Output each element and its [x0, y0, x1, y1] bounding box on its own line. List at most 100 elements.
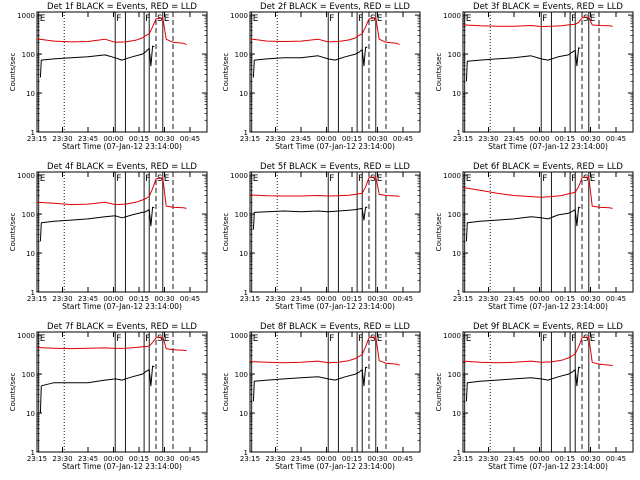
x-axis-label: Start Time (07-Jan-12 23:14:00) [488, 462, 608, 471]
x-tick-label: 23:45 [78, 135, 98, 143]
lld-series-line [462, 336, 613, 367]
plot-frame [462, 171, 634, 293]
plot-frame [462, 11, 634, 133]
y-axis-label: Counts/sec [435, 373, 443, 412]
time-marker-label: F [358, 174, 363, 184]
x-tick-label: 00:45 [180, 455, 200, 463]
x-axis-label: Start Time (07-Jan-12 23:14:00) [488, 142, 608, 151]
y-tick-label: 100 [448, 371, 461, 379]
time-marker-label: F [542, 334, 547, 344]
x-axis-label: Start Time (07-Jan-12 23:14:00) [488, 302, 608, 311]
lld-series-line [36, 336, 187, 352]
time-marker-label: F [571, 14, 576, 24]
y-tick-label: 100 [235, 371, 248, 379]
time-marker-label: F [145, 174, 150, 184]
time-marker-label: E [466, 334, 472, 344]
y-tick-label: 100 [22, 371, 35, 379]
x-tick-label: 23:30 [478, 295, 498, 303]
time-marker-label: F [542, 174, 547, 184]
x-tick-label: 00:15 [129, 455, 149, 463]
x-tick-label: 00:00 [316, 135, 336, 143]
time-marker-label: E [253, 334, 259, 344]
time-marker-label: F [145, 334, 150, 344]
y-tick-label: 1 [244, 129, 248, 137]
x-tick-label: 00:30 [367, 135, 387, 143]
lld-series-line [249, 176, 400, 197]
y-tick-label: 1000 [17, 332, 35, 340]
x-axis-label: Start Time (07-Jan-12 23:14:00) [275, 142, 395, 151]
x-tick-label: 00:00 [316, 295, 336, 303]
chart-title: Det 5f BLACK = Events, RED = LLD [260, 162, 410, 172]
events-series-line [39, 206, 155, 242]
plot-frame [36, 11, 208, 133]
chart-panel-4: Det 4f BLACK = Events, RED = LLD 1 10 100 10… [9, 162, 208, 311]
plot-frame [36, 171, 208, 293]
x-axis-label: Start Time (07-Jan-12 23:14:00) [275, 302, 395, 311]
x-tick-label: 23:30 [265, 455, 285, 463]
time-marker-label: S [583, 334, 589, 344]
y-axis-label: Counts/sec [9, 213, 17, 252]
x-tick-label: 00:45 [393, 455, 413, 463]
x-tick-label: 23:30 [52, 455, 72, 463]
y-tick-label: 1 [244, 289, 248, 297]
chart-title: Det 4f BLACK = Events, RED = LLD [47, 162, 197, 172]
x-tick-label: 00:15 [129, 295, 149, 303]
time-marker-label: E [590, 14, 596, 24]
chart-panel-7: Det 7f BLACK = Events, RED = LLD 1 10 100 10… [9, 322, 208, 471]
lld-series-line [462, 16, 613, 27]
y-tick-label: 100 [22, 211, 35, 219]
chart-panel-9: Det 9f BLACK = Events, RED = LLD 1 10 100 10… [435, 322, 634, 471]
plot-frame [249, 171, 421, 293]
lld-series-line [462, 176, 613, 209]
time-marker-label: F [571, 174, 576, 184]
time-marker-label: F [116, 174, 121, 184]
x-tick-label: 00:45 [606, 295, 626, 303]
y-tick-label: 10 [239, 410, 248, 418]
x-tick-label: 00:00 [529, 455, 549, 463]
x-tick-label: 00:45 [606, 455, 626, 463]
x-tick-label: 23:15 [240, 295, 260, 303]
y-tick-label: 100 [235, 211, 248, 219]
x-tick-label: 00:15 [555, 455, 575, 463]
y-tick-label: 100 [22, 51, 35, 59]
time-marker-label: F [358, 14, 363, 24]
x-tick-label: 23:45 [78, 295, 98, 303]
chart-panel-2: Det 2f BLACK = Events, RED = LLD 1 10 100 10… [222, 2, 421, 151]
time-marker-label: F [329, 14, 334, 24]
x-axis-label: Start Time (07-Jan-12 23:14:00) [62, 142, 182, 151]
x-tick-label: 00:15 [342, 295, 362, 303]
x-tick-label: 00:30 [580, 135, 600, 143]
x-tick-label: 00:45 [393, 295, 413, 303]
x-tick-label: 00:45 [180, 135, 200, 143]
y-tick-label: 1 [244, 449, 248, 457]
chart-panel-8: Det 8f BLACK = Events, RED = LLD 1 10 100 10… [222, 322, 421, 471]
time-marker-label: E [377, 174, 383, 184]
y-tick-label: 1000 [17, 12, 35, 20]
x-tick-label: 23:45 [291, 455, 311, 463]
x-tick-label: 00:00 [529, 135, 549, 143]
x-tick-label: 23:30 [52, 135, 72, 143]
y-axis-label: Counts/sec [222, 373, 230, 412]
x-tick-label: 00:45 [606, 135, 626, 143]
x-tick-label: 23:30 [478, 455, 498, 463]
chart-panel-3: Det 3f BLACK = Events, RED = LLD 1 10 100 10… [435, 2, 634, 151]
y-axis-label: Counts/sec [9, 373, 17, 412]
x-tick-label: 23:45 [504, 455, 524, 463]
y-tick-label: 10 [26, 410, 35, 418]
x-tick-label: 23:30 [478, 135, 498, 143]
time-marker-label: E [377, 14, 383, 24]
y-tick-label: 1000 [443, 12, 461, 20]
chart-panel-6: Det 6f BLACK = Events, RED = LLD 1 10 100 10… [435, 162, 634, 311]
time-marker-label: F [145, 14, 150, 24]
x-tick-label: 23:15 [240, 135, 260, 143]
x-tick-label: 00:30 [154, 455, 174, 463]
x-tick-label: 00:15 [555, 295, 575, 303]
x-tick-label: 23:15 [453, 455, 473, 463]
chart-title: Det 3f BLACK = Events, RED = LLD [473, 2, 623, 12]
y-tick-label: 10 [239, 90, 248, 98]
chart-title: Det 7f BLACK = Events, RED = LLD [47, 322, 197, 332]
time-marker-label: E [164, 334, 170, 344]
x-tick-label: 00:15 [342, 455, 362, 463]
time-marker-label: S [157, 174, 163, 184]
y-tick-label: 100 [448, 211, 461, 219]
